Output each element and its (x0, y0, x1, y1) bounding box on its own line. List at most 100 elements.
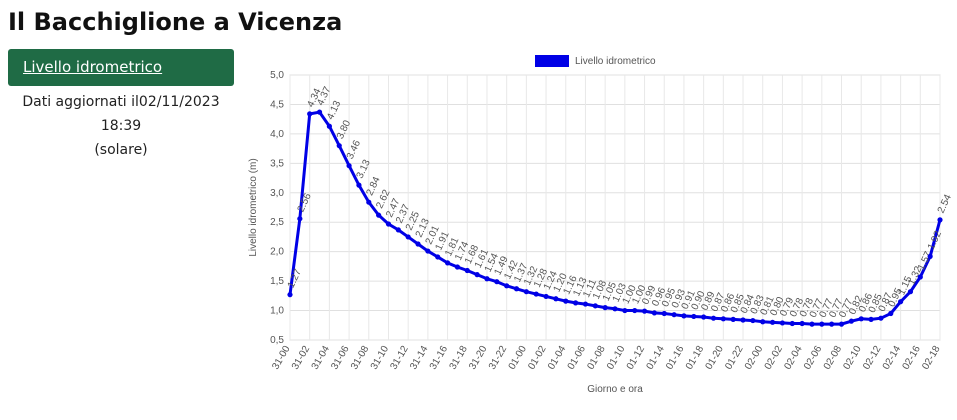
x-tick-label: 31-08 (349, 344, 372, 372)
x-tick-label: 02-14 (881, 344, 904, 372)
point (553, 296, 559, 302)
x-tick-label: 01-10 (605, 344, 628, 372)
y-tick-label: 5,0 (270, 70, 284, 81)
x-tick-label: 31-12 (388, 344, 411, 372)
point (435, 254, 441, 260)
data-label: 2.56 (296, 191, 314, 214)
x-tick-label: 31-06 (329, 344, 352, 372)
point (513, 286, 520, 292)
x-tick-label: 31-04 (310, 344, 333, 372)
point (799, 320, 805, 327)
point (927, 253, 933, 259)
page-title: Il Bacchiglione a Vicenza (8, 8, 343, 36)
point (888, 310, 894, 317)
y-tick-label: 2,0 (270, 247, 284, 258)
x-tick-label: 01-20 (704, 344, 727, 372)
x-tick-label: 31-22 (487, 344, 510, 372)
y-tick-label: 2,5 (270, 217, 284, 228)
x-tick-label: 02-02 (763, 344, 786, 372)
x-tick-label: 31-14 (408, 344, 431, 372)
legend-label: Livello idrometrico (575, 56, 656, 67)
point (484, 276, 490, 282)
point (592, 303, 598, 309)
x-tick-label: 02-00 (743, 344, 766, 372)
point (760, 319, 766, 325)
point (563, 298, 569, 304)
point (622, 307, 628, 314)
point (907, 289, 914, 295)
point (444, 260, 451, 266)
point (671, 312, 677, 318)
x-tick-label: 01-02 (526, 344, 549, 372)
tab-button[interactable]: Livello idrometrico (8, 49, 234, 86)
x-tick-label: 01-22 (723, 344, 746, 372)
point (464, 267, 470, 274)
y-axis-label: Livello idrometrico (m) (248, 158, 259, 256)
point (366, 199, 372, 205)
point (789, 320, 795, 327)
x-tick-label: 01-14 (645, 344, 668, 372)
point (474, 272, 480, 278)
x-axis-label: Giorno e ora (587, 384, 643, 395)
y-tick-label: 0,5 (270, 335, 284, 346)
point (316, 109, 323, 115)
point (287, 292, 293, 298)
x-tick-label: 31-00 (270, 344, 293, 372)
x-tick-label: 01-12 (625, 344, 648, 372)
y-tick-label: 1,0 (270, 306, 284, 317)
point (691, 313, 697, 320)
point (543, 293, 549, 300)
point (494, 279, 500, 285)
point (898, 299, 904, 305)
point (750, 317, 756, 324)
point (533, 291, 539, 297)
point (710, 315, 717, 321)
updated-text: Dati aggiornati il02/11/2023 18:39 (22, 94, 220, 134)
data-label: 3.46 (345, 138, 363, 161)
data-label: 1.92 (926, 229, 944, 252)
point (326, 123, 332, 129)
point (858, 316, 864, 322)
point (346, 163, 352, 169)
point (395, 227, 401, 233)
legend-swatch (535, 55, 569, 67)
point (602, 305, 608, 311)
point (917, 274, 923, 280)
x-tick-label: 01-18 (684, 344, 707, 372)
point (829, 321, 835, 327)
point (848, 318, 854, 324)
point (504, 283, 510, 289)
update-info: Dati aggiornati il02/11/2023 18:39 (sola… (0, 90, 242, 162)
x-tick-label: 31-20 (467, 344, 490, 372)
point (868, 316, 874, 322)
point (641, 308, 648, 314)
point (356, 182, 362, 188)
x-tick-label: 31-10 (369, 344, 392, 372)
point (582, 301, 589, 307)
x-tick-label: 02-04 (782, 344, 805, 372)
point (681, 313, 687, 319)
y-tick-label: 3,5 (270, 158, 284, 169)
point (454, 264, 461, 270)
point (740, 317, 746, 323)
x-tick-label: 02-08 (822, 344, 845, 372)
chart: 0,5 1,0 1,5 2,0 2,5 3,0 3,5 4,0 4,5 5,0 31-0031-02… (248, 55, 954, 395)
point (376, 212, 382, 218)
x-tick-label: 01-06 (566, 344, 589, 372)
updated-note: (solare) (94, 142, 148, 158)
point (779, 320, 786, 326)
point (307, 111, 313, 117)
point (661, 310, 667, 317)
point (415, 241, 421, 247)
data-label: 3.80 (335, 118, 353, 141)
y-tick-label: 4,5 (270, 99, 284, 110)
data-label: 4.13 (325, 99, 343, 122)
y-tick-label: 3,0 (270, 188, 284, 199)
x-tick-label: 02-18 (920, 344, 943, 372)
y-tick-label: 1,5 (270, 276, 284, 287)
x-tick-label: 01-16 (664, 344, 687, 372)
point (297, 216, 303, 222)
point (573, 300, 579, 306)
point (651, 310, 657, 316)
x-tick-label: 31-18 (448, 344, 471, 372)
